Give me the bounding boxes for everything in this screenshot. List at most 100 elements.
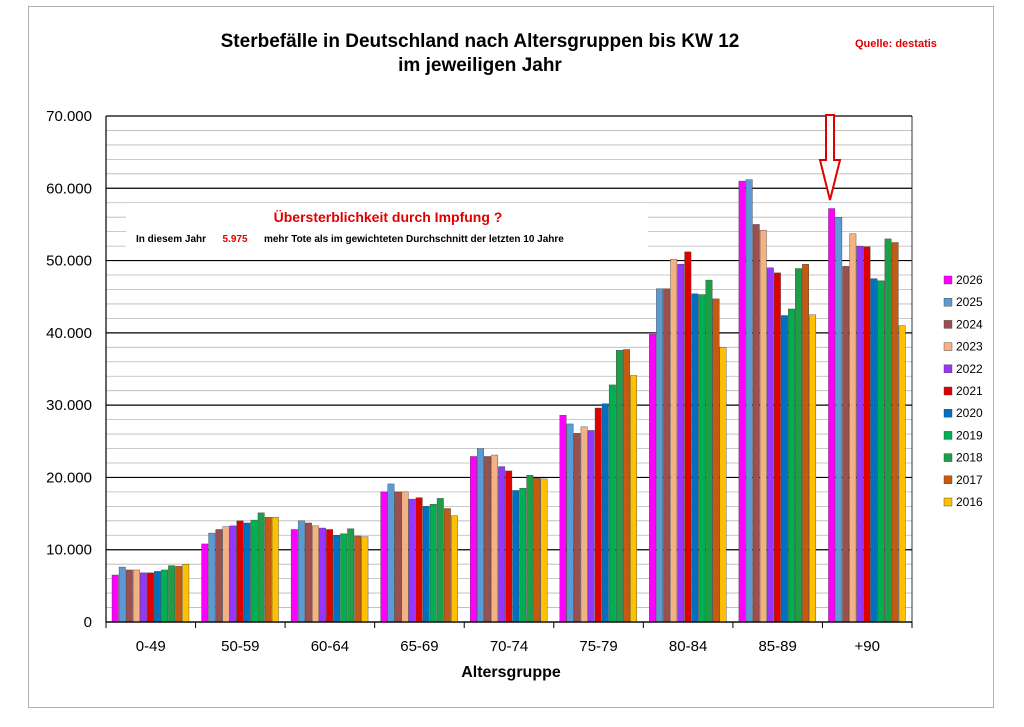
bar: [780, 315, 788, 623]
bar: [608, 384, 616, 623]
legend-label: 2025: [956, 295, 983, 309]
bar: [738, 180, 746, 623]
x-tick-label: 70-74: [490, 638, 528, 655]
bar: [319, 527, 326, 623]
x-tick-label: +90: [854, 638, 879, 655]
bar: [147, 572, 154, 623]
legend-label: 2022: [956, 362, 983, 376]
bar: [484, 456, 491, 623]
bar: [684, 251, 692, 623]
y-tick-label: 70.000: [46, 108, 92, 125]
bar: [354, 535, 362, 623]
chart-title: Sterbefälle in Deutschland nach Altersgr…: [220, 31, 740, 52]
bar: [802, 263, 809, 623]
bar: [154, 571, 161, 623]
legend-label: 2016: [956, 495, 983, 509]
y-tick-label: 10.000: [46, 542, 92, 559]
bar: [111, 574, 119, 623]
legend-label: 2024: [956, 317, 983, 331]
x-axis-label: Altersgruppe: [461, 664, 561, 681]
bar: [615, 350, 623, 623]
legend-swatch: [943, 409, 953, 418]
bar: [870, 278, 878, 623]
bar: [566, 423, 574, 623]
legend-swatch: [943, 320, 953, 329]
bar: [264, 516, 272, 623]
bar: [519, 488, 527, 623]
x-axis: 0-49 50-59 60-64 65-69 70-74 75-79 80-84 85-89 +…: [105, 621, 913, 655]
y-tick-label: 60.000: [46, 180, 92, 197]
x-tick-label: 65-69: [400, 638, 438, 655]
bar: [788, 308, 795, 623]
bar: [168, 565, 176, 623]
bar: [125, 569, 133, 623]
bar: [745, 179, 753, 623]
bar: [236, 520, 244, 623]
legend-label: 2026: [956, 273, 983, 287]
legend-swatch: [943, 497, 953, 507]
bar: [408, 498, 416, 623]
bars-group: [111, 179, 906, 623]
bar: [540, 478, 548, 623]
y-tick-label: 0: [84, 614, 92, 631]
chart-subtitle: im jeweiligen Jahr: [398, 55, 562, 76]
bar: [215, 529, 223, 623]
bar: [856, 245, 864, 623]
bar: [835, 216, 843, 623]
bar: [809, 314, 817, 623]
bar: [132, 569, 140, 623]
bar: [257, 512, 265, 623]
bar: [477, 448, 484, 623]
annotation-text-after: mehr Tote als im gewichteten Durchschnit…: [264, 234, 564, 245]
y-tick-label: 30.000: [46, 397, 92, 414]
bar: [380, 491, 388, 623]
chart-title-block: Sterbefälle in Deutschland nach Altersgr…: [180, 30, 780, 78]
bar: [415, 497, 423, 623]
bar: [208, 532, 216, 623]
bar: [175, 566, 183, 623]
x-tick-label: 75-79: [579, 638, 617, 655]
bar: [795, 268, 802, 623]
legend-swatch: [943, 386, 953, 396]
bar: [347, 528, 355, 623]
bar: [712, 298, 720, 623]
bar: [512, 490, 520, 623]
annotation-box: Übersterblichkeit durch Impfung ? In die…: [126, 203, 648, 250]
bar: [891, 242, 899, 623]
bar: [201, 543, 209, 623]
bar: [705, 279, 713, 623]
annotation-text: In diesem Jahr 5.975 mehr Tote als im ge…: [136, 229, 564, 246]
x-tick-label: 60-64: [311, 638, 349, 655]
bar: [387, 483, 395, 623]
bar: [450, 515, 458, 623]
bar: [118, 566, 126, 623]
bar: [898, 325, 906, 623]
bar: [656, 288, 664, 623]
bar: [670, 258, 678, 623]
bar: [229, 525, 237, 623]
bar: [422, 506, 430, 623]
bar: [297, 520, 305, 623]
bar: [663, 288, 671, 623]
bar: [333, 535, 341, 623]
legend-label: 2021: [956, 384, 983, 398]
bar: [573, 433, 581, 623]
bar: [752, 224, 760, 623]
x-tick-label: 50-59: [221, 638, 259, 655]
bar: [842, 266, 850, 623]
y-tick-label: 40.000: [46, 325, 92, 342]
annotation-headline: Übersterblichkeit durch Impfung ?: [274, 209, 503, 225]
bar: [271, 516, 279, 623]
annotation-value: 5.975: [222, 234, 247, 245]
annotation-background: [126, 203, 648, 250]
bar: [498, 466, 506, 623]
bar: [649, 334, 656, 623]
bar: [182, 563, 190, 623]
bar: [470, 456, 477, 623]
bar: [773, 272, 781, 623]
bar: [677, 263, 685, 623]
bar: [250, 519, 258, 623]
bar: [594, 407, 602, 623]
legend-label: 2023: [956, 340, 983, 354]
